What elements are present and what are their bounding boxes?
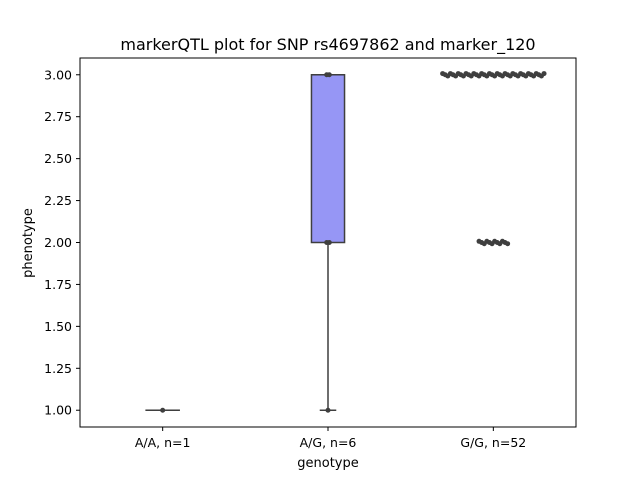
- data-point: [541, 71, 547, 77]
- box-body: [310, 74, 346, 244]
- y-tick-label: 2.75: [44, 109, 72, 124]
- y-tick-label: 1.75: [44, 277, 72, 292]
- data-point: [505, 241, 511, 247]
- data-point: [325, 407, 331, 413]
- data-point: [326, 72, 332, 78]
- data-point: [326, 240, 332, 245]
- x-tick-label: A/G, n=6: [300, 435, 357, 450]
- y-tick-label: 2.25: [44, 193, 72, 208]
- y-axis-label: phenotype: [21, 208, 36, 278]
- y-tick-label: 1.00: [44, 403, 72, 418]
- data-point: [160, 407, 166, 413]
- x-axis-label: genotype: [297, 456, 358, 471]
- y-tick-label: 2.00: [44, 235, 72, 250]
- y-tick-label: 2.50: [44, 151, 72, 166]
- y-tick-label: 1.25: [44, 361, 72, 376]
- y-tick-label: 3.00: [44, 67, 72, 82]
- chart-title: markerQTL plot for SNP rs4697862 and mar…: [120, 35, 535, 55]
- x-tick-label: G/G, n=52: [460, 435, 526, 450]
- x-tick-label: A/A, n=1: [135, 435, 191, 450]
- y-tick-label: 1.50: [44, 319, 72, 334]
